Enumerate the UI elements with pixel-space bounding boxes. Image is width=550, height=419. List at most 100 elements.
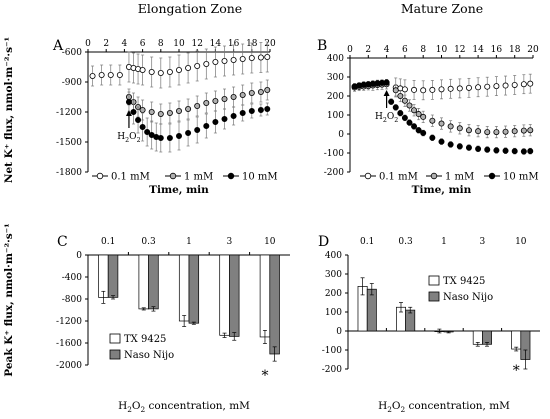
data-point	[484, 129, 491, 136]
y-tick-label: -2000	[56, 361, 82, 371]
data-point	[221, 58, 228, 65]
data-point	[520, 127, 527, 134]
data-point	[248, 90, 255, 97]
x-tick-label: 20	[264, 39, 276, 49]
legend-label: 0.1 mM	[379, 172, 418, 183]
y-tick-label: -1800	[56, 168, 82, 178]
data-point	[420, 113, 427, 120]
data-point	[89, 73, 96, 80]
legend-label: Naso Nijo	[443, 292, 493, 303]
data-point	[411, 107, 418, 114]
y-tick-label: -800	[62, 295, 82, 305]
category-label: 3	[227, 237, 233, 247]
data-point	[411, 123, 418, 130]
data-point	[527, 127, 534, 134]
data-point	[203, 123, 210, 130]
legend-label: TX 9425	[124, 334, 166, 345]
elongation-zone-title: Elongation Zone	[138, 1, 242, 16]
data-point	[456, 125, 463, 132]
data-point	[401, 86, 408, 93]
series-10-mm	[351, 79, 534, 155]
data-point	[475, 128, 482, 135]
data-point	[415, 111, 422, 118]
series-10-mm	[125, 91, 271, 153]
data-point	[493, 129, 500, 136]
panel-letter: C	[57, 234, 68, 250]
stimulus-arrow-icon	[125, 110, 132, 116]
data-point	[130, 109, 137, 116]
y-tick-label: -1600	[56, 339, 82, 349]
bar	[229, 254, 240, 337]
x-tick-label: 16	[228, 39, 240, 49]
data-point	[239, 92, 246, 99]
data-point	[135, 117, 142, 124]
legend-marker	[488, 172, 496, 180]
legend-label: 10 mM	[503, 172, 539, 183]
legend-swatch	[428, 275, 440, 286]
data-point	[502, 82, 509, 89]
data-point	[397, 93, 404, 100]
data-point	[511, 128, 518, 135]
x-tick-label: 10	[436, 45, 448, 55]
legend-label: TX 9425	[443, 276, 485, 287]
data-point	[212, 119, 219, 126]
data-point	[406, 102, 413, 109]
bar	[219, 254, 230, 336]
y-tick-label: -200	[324, 168, 344, 178]
data-point	[221, 96, 228, 103]
y-axis-title: Peak K⁺ flux, nmol·m⁻²·s⁻¹	[3, 223, 15, 377]
data-point	[484, 146, 491, 153]
x-tick-label: 8	[158, 39, 164, 49]
panel-letter: A	[52, 38, 64, 54]
data-point	[388, 98, 395, 105]
category-label: 1	[441, 237, 447, 247]
data-point	[185, 65, 192, 72]
data-point	[166, 110, 173, 117]
y-tick-label: -1500	[56, 138, 82, 148]
stimulus-label: H2​O2​	[117, 132, 140, 144]
data-point	[420, 87, 427, 94]
data-point	[397, 110, 404, 117]
legend-swatch	[109, 349, 121, 360]
legend-label: 10 mM	[242, 172, 278, 183]
legend-label: Naso Nijo	[124, 350, 174, 361]
data-point	[502, 128, 509, 135]
data-point	[248, 55, 255, 62]
data-point	[392, 104, 399, 111]
data-point	[175, 67, 182, 74]
series-0-1-mm	[89, 41, 271, 89]
bar	[259, 254, 271, 338]
x-tick-label: 18	[509, 45, 521, 55]
data-point	[175, 108, 182, 115]
data-point	[203, 100, 210, 107]
x-axis-title: Time, min	[149, 184, 209, 196]
data-point	[203, 61, 210, 68]
bar	[188, 254, 200, 324]
y-tick-label: -100	[324, 149, 344, 159]
data-point	[230, 94, 237, 101]
legend-marker	[227, 172, 235, 180]
significance-star: *	[513, 363, 520, 379]
x-tick-label: 0	[85, 39, 91, 49]
data-point	[212, 98, 219, 105]
data-point	[230, 113, 237, 120]
data-point	[239, 56, 246, 63]
mature-zone-title: Mature Zone	[401, 1, 483, 16]
y-tick-label: -1200	[56, 108, 82, 118]
data-point	[144, 128, 151, 135]
data-point	[520, 148, 527, 155]
data-point	[239, 110, 246, 117]
data-point	[230, 57, 237, 64]
x-tick-label: 8	[420, 45, 426, 55]
y-tick-label: 0	[76, 251, 82, 261]
x-tick-label: 12	[454, 45, 465, 55]
data-point	[221, 116, 228, 123]
legend-marker	[364, 172, 372, 180]
legend-marker	[430, 172, 438, 180]
data-point	[527, 148, 534, 155]
x-tick-label: 4	[384, 45, 390, 55]
x-axis-title: Time, min	[412, 184, 472, 196]
data-point	[194, 63, 201, 70]
data-point	[166, 134, 173, 141]
data-point	[527, 80, 534, 87]
